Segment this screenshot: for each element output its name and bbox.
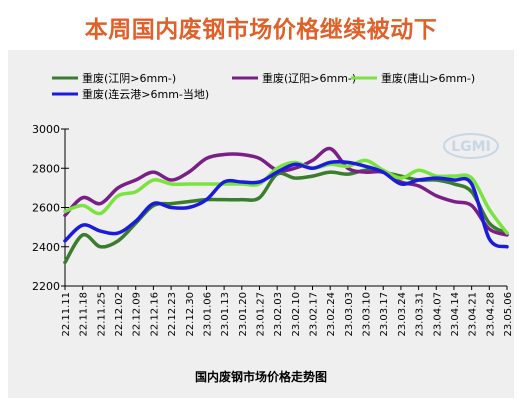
y-tick-label: 3000 [32, 123, 60, 136]
legend-label-2: 重废(辽阳>6mm-) [262, 71, 356, 85]
watermark-logo-text: LGMI [451, 139, 491, 155]
x-tick-label: 23.01.13 [220, 292, 231, 337]
x-tick-label: 23.02.03 [273, 292, 284, 337]
x-tick-label: 23.04.07 [432, 292, 443, 337]
line-chart: LGMI 2200 2400 2600 2800 3000 22.11.11 22.11.18… [32, 71, 514, 337]
x-tick-label: 23.03.31 [415, 292, 426, 337]
x-tick-label: 23.04.28 [485, 292, 496, 337]
x-tick-label: 22.12.30 [185, 292, 196, 337]
chart-caption: 国内废钢市场价格走势图 [194, 370, 327, 384]
x-tick-label: 23.01.20 [238, 292, 249, 337]
chart-panel: LGMI 2200 2400 2600 2800 3000 22.11.11 22.11.18… [8, 50, 514, 398]
series-line-3 [63, 158, 509, 235]
y-tick-label: 2400 [32, 241, 60, 254]
y-tick-label: 2200 [32, 280, 60, 293]
page-title: 本周国内废钢市场价格继续被动下 [84, 17, 438, 43]
y-tick-label: 2600 [32, 202, 60, 215]
x-tick-label: 23.01.27 [255, 292, 266, 337]
x-tick-label: 22.11.18 [79, 292, 90, 337]
watermark-logo [443, 133, 499, 159]
x-tick-label: 23.02.17 [309, 292, 320, 337]
x-tick-label: 23.02.10 [291, 292, 302, 337]
y-tick-label: 2800 [32, 162, 60, 175]
x-tick-label: 22.12.09 [132, 292, 143, 337]
legend-label-3: 重废(唐山>6mm-) [381, 71, 475, 85]
series-line-1 [63, 168, 509, 265]
x-tick-label: 23.01.06 [202, 292, 213, 337]
x-tick-label: 23.03.24 [397, 292, 408, 337]
x-tick-label: 23.04.14 [450, 292, 461, 337]
x-tick-label: 22.12.02 [114, 292, 125, 337]
x-tick-label: 23.03.17 [379, 292, 390, 337]
series-line-2 [63, 146, 509, 237]
x-tick-label: 22.11.11 [61, 292, 72, 337]
x-tick-label: 22.11.25 [96, 292, 107, 337]
x-tick-label: 22.12.16 [149, 292, 160, 337]
x-tick-label: 23.05.06 [503, 292, 514, 337]
x-tick-label: 23.03.10 [362, 292, 373, 337]
legend-label-4: 重废(连云港>6mm-当地) [82, 87, 209, 101]
legend-label-1: 重废(江阴>6mm-) [82, 71, 176, 85]
series-line-4 [63, 159, 509, 249]
x-tick-label: 22.12.23 [167, 292, 178, 337]
x-tick-label: 23.02.24 [326, 292, 337, 337]
x-tick-label: 23.04.21 [468, 292, 479, 337]
x-tick-label: 23.03.03 [344, 292, 355, 337]
